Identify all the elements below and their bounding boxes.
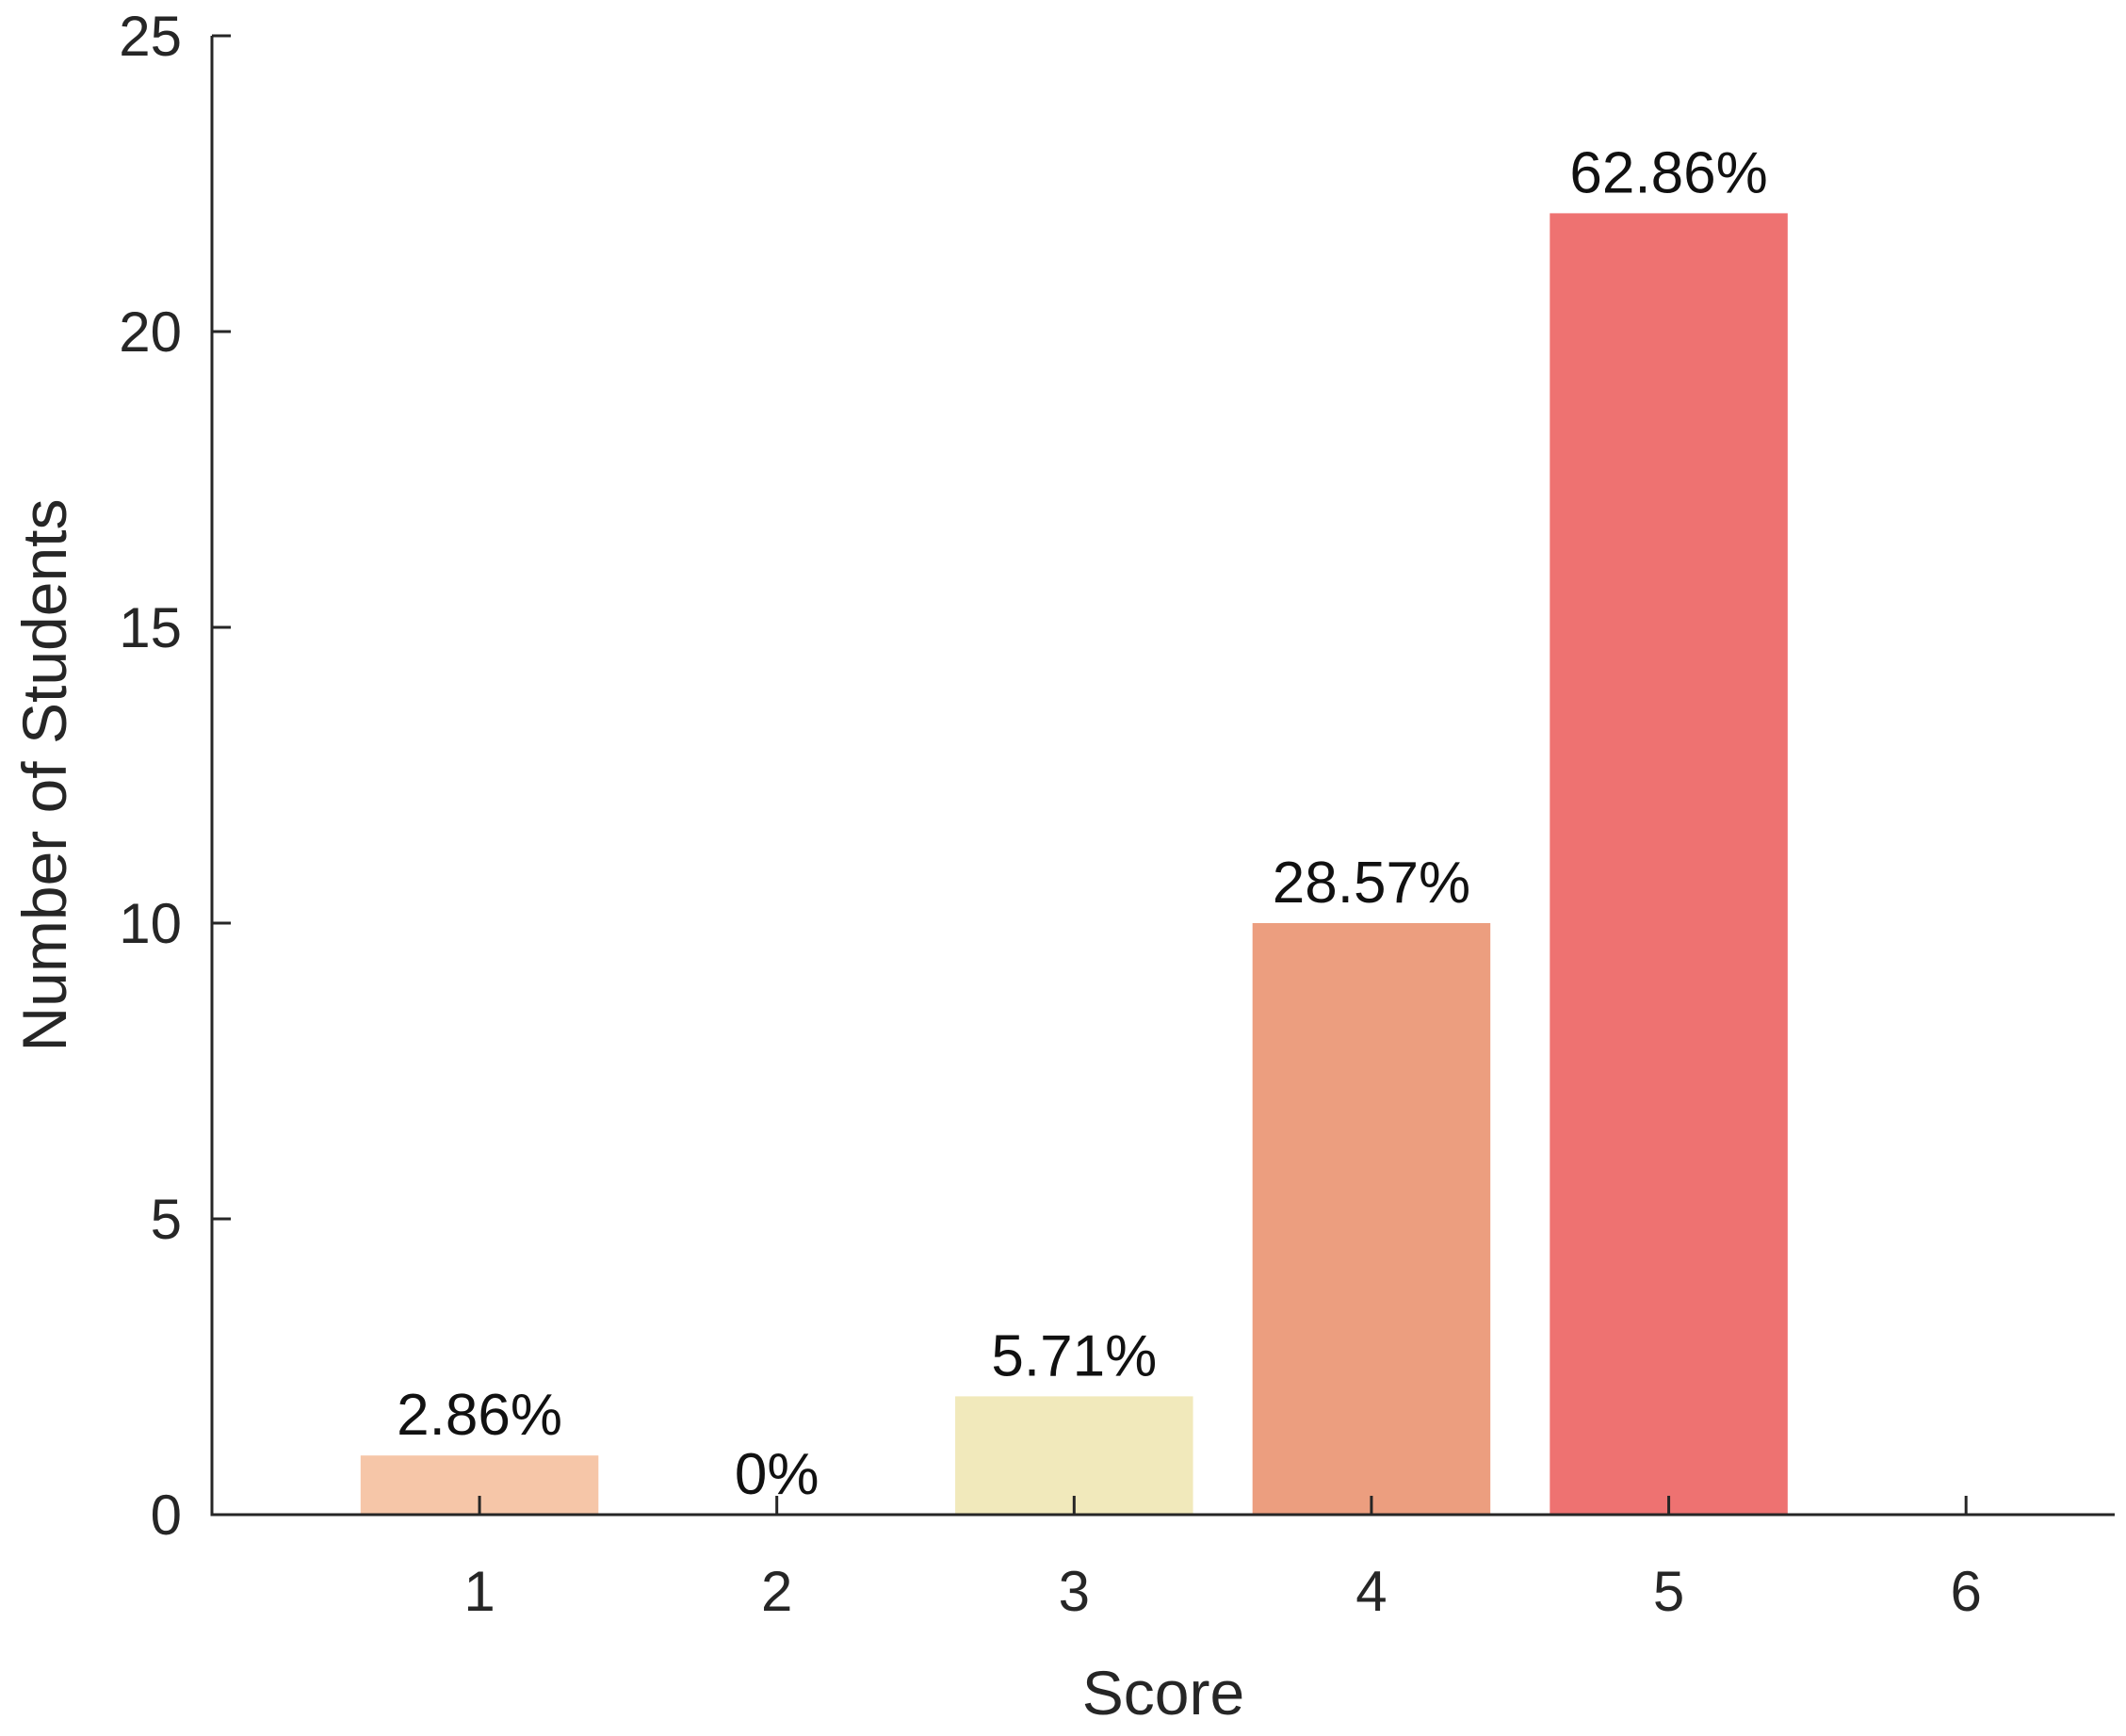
y-tick-label: 0 bbox=[151, 1484, 182, 1547]
y-tick-label: 25 bbox=[119, 5, 182, 68]
data-labels-layer: 2.86%0%5.71%28.57%62.86% bbox=[397, 140, 1768, 1507]
data-label-score-4: 28.57% bbox=[1273, 851, 1470, 916]
data-label-score-5: 62.86% bbox=[1569, 140, 1767, 205]
axes bbox=[210, 36, 2115, 1517]
bar-score-3 bbox=[955, 1396, 1193, 1515]
x-tick-label: 3 bbox=[1059, 1560, 1090, 1623]
x-axis-title: Score bbox=[1082, 1658, 1244, 1728]
x-tick-label: 4 bbox=[1355, 1560, 1387, 1623]
bar-score-5 bbox=[1550, 213, 1788, 1515]
bar-score-4 bbox=[1252, 923, 1491, 1515]
x-tick-label: 6 bbox=[1951, 1560, 1982, 1623]
y-tick-label: 20 bbox=[119, 300, 182, 364]
y-tick-label: 15 bbox=[119, 596, 182, 659]
x-axis-ticks: 1 2 3 4 5 6 bbox=[463, 1496, 1982, 1623]
x-tick-label: 2 bbox=[761, 1560, 792, 1623]
y-tick-label: 5 bbox=[151, 1188, 182, 1251]
y-axis-ticks: 0 5 10 15 20 25 bbox=[119, 5, 231, 1547]
y-tick-label: 10 bbox=[119, 892, 182, 955]
x-tick-label: 1 bbox=[463, 1560, 495, 1623]
bars-layer bbox=[360, 213, 1788, 1515]
data-label-score-3: 5.71% bbox=[991, 1323, 1157, 1388]
x-tick-label: 5 bbox=[1653, 1560, 1684, 1623]
y-axis-title: Number of Students bbox=[9, 499, 79, 1052]
data-label-score-1: 2.86% bbox=[397, 1383, 562, 1448]
